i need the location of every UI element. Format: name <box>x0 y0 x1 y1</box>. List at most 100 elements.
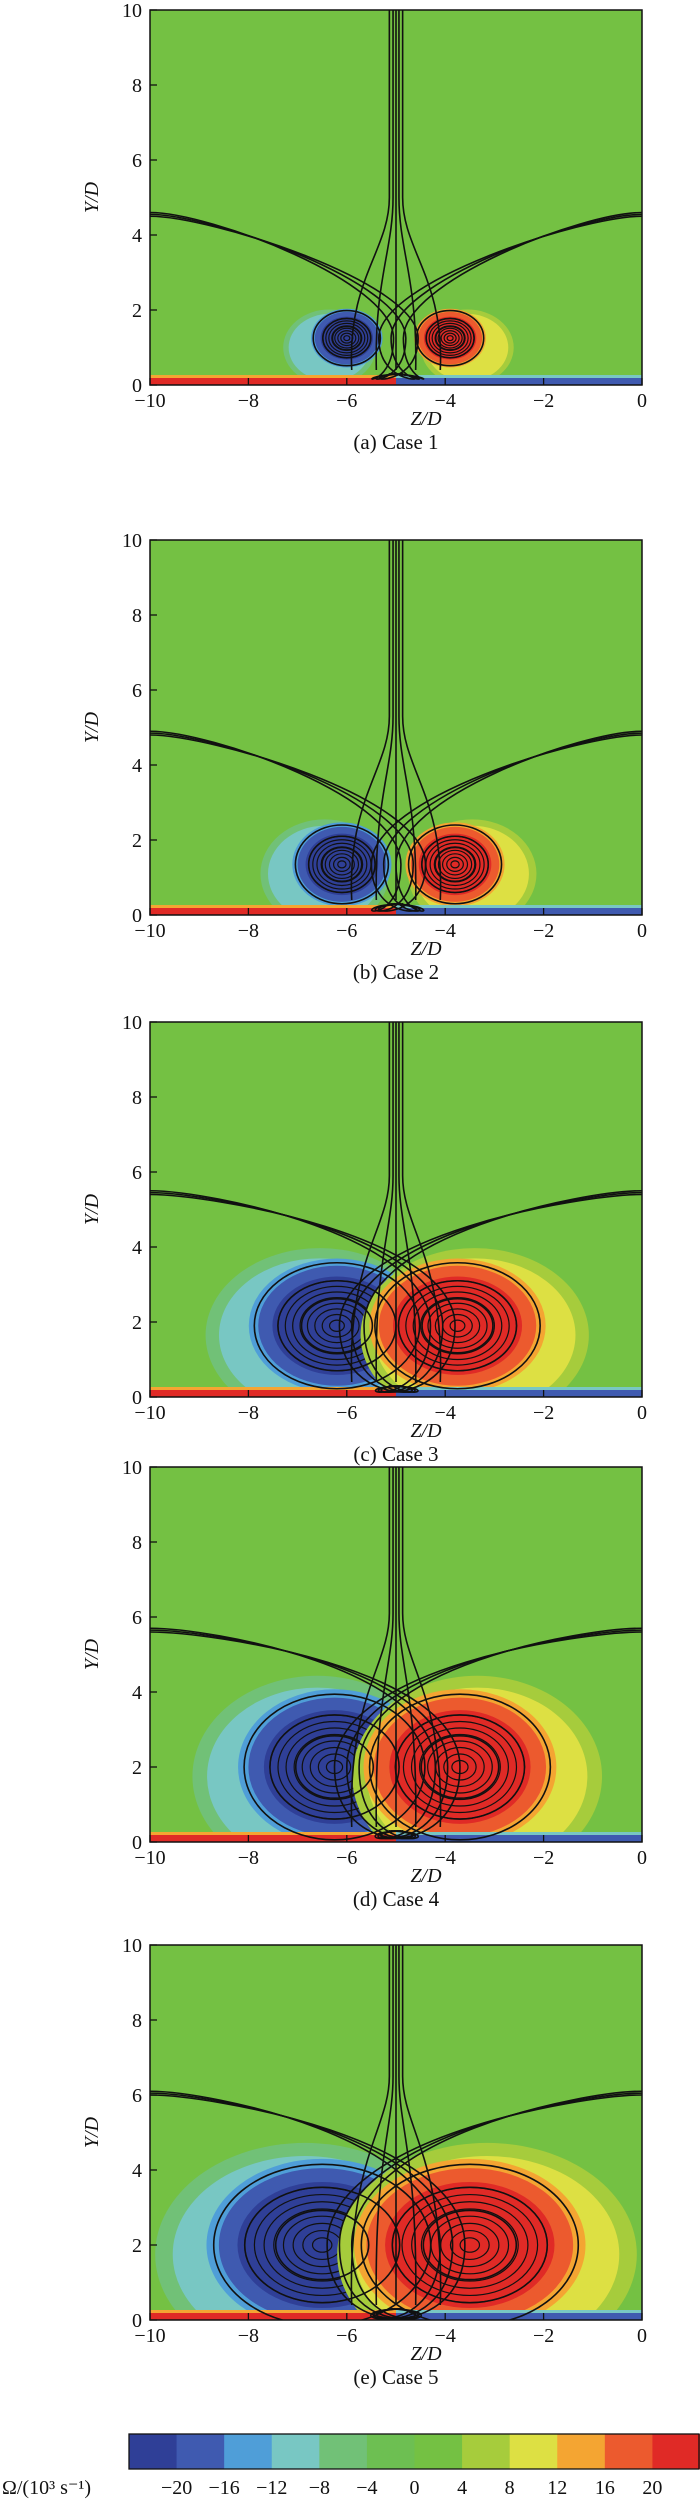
y-tick-label: 2 <box>132 2235 142 2257</box>
streamline-loop <box>397 1279 518 1372</box>
y-tick-label: 6 <box>132 1607 142 1629</box>
streamline-outer <box>150 732 415 912</box>
streamlines <box>150 10 642 380</box>
wall-layer-left <box>150 1835 396 1842</box>
y-tick-label: 8 <box>132 2010 142 2032</box>
y-axis-label: Y/D <box>81 2116 103 2148</box>
y-tick-label: 6 <box>132 1162 142 1184</box>
streamlines <box>150 1945 642 2320</box>
streamline-loop <box>253 1261 421 1390</box>
streamline-loop <box>300 1297 374 1354</box>
colorbar-swatch <box>414 2434 463 2469</box>
plot-frame <box>149 1944 643 2321</box>
streamline-loop <box>212 2163 432 2320</box>
streamline-loop <box>269 1714 400 1820</box>
wall-layer-left-edge <box>150 1832 396 1835</box>
streamline-outer <box>150 1631 461 1840</box>
x-tick-label: 0 <box>637 920 647 942</box>
wall-layer-right <box>396 908 642 915</box>
streamline-loop <box>434 846 476 883</box>
colorbar-tick-label: −20 <box>161 2477 192 2499</box>
panel-caption: (e) Case 5 <box>353 2365 438 2389</box>
wall-layer-right <box>396 1835 642 1842</box>
streamline-outer <box>370 734 642 912</box>
streamline-outer <box>150 213 407 380</box>
colorbar: −20 −16 −12 −8 −4 0 4 8 12 16 20 Ω/(10³ s⁻¹) <box>2 2433 700 2499</box>
colorbar-tick-label: −8 <box>309 2477 330 2499</box>
panel-1: −10 −8 −6 −4 −2 0 0 2 4 6 8 10 Z/D Y/D (a) Case 1 <box>81 0 647 454</box>
x-tick-label: −6 <box>336 2325 357 2347</box>
x-tick-label: −10 <box>134 390 165 412</box>
y-tick-label: 2 <box>132 1312 142 1334</box>
colorbar-tick-label: 16 <box>595 2477 615 2499</box>
x-tick-label: −4 <box>435 920 456 942</box>
streamline-jet <box>398 1022 417 1383</box>
wall-layer-right-edge <box>396 1387 642 1390</box>
colorbar-swatch <box>652 2434 700 2469</box>
streamline-outer <box>150 1627 437 1840</box>
plot-frame <box>149 1021 643 1398</box>
streamlines <box>150 1467 642 1841</box>
streamline-loop <box>368 1693 552 1841</box>
streamline-jet <box>401 10 442 371</box>
streamline-loop <box>294 1734 375 1800</box>
y-tick-label: 4 <box>132 1682 142 1704</box>
colorbar-swatch <box>509 2434 558 2469</box>
y-tick-label: 4 <box>132 2160 142 2182</box>
colorbar-tick-label: −12 <box>256 2477 287 2499</box>
y-tick-label: 6 <box>132 2085 142 2107</box>
x-axis-label: Z/D <box>410 408 442 430</box>
x-tick-label: −8 <box>238 920 259 942</box>
colorbar-tick-label: 8 <box>505 2477 515 2499</box>
x-tick-label: −4 <box>435 2325 456 2347</box>
y-tick-label: 10 <box>122 1457 142 1479</box>
wall-layer-right-edge <box>396 1832 642 1835</box>
y-tick-label: 10 <box>122 0 142 22</box>
vortex-2-contour-20 <box>385 2181 555 2309</box>
x-tick-label: −2 <box>533 2325 554 2347</box>
streamline-loop <box>422 2209 518 2281</box>
streamline-outer <box>338 1193 642 1393</box>
streamline-outer <box>382 732 642 912</box>
streamline-outer <box>390 213 642 380</box>
panel-caption: (c) Case 3 <box>353 1442 438 1466</box>
colorbar-swatch <box>366 2434 415 2469</box>
wall-layer-right-edge <box>396 375 642 378</box>
panel-2: −10 −8 −6 −4 −2 0 0 2 4 6 8 10 Z/D Y/D (b) Case 2 <box>81 530 647 984</box>
wall-layer-right-edge <box>396 2310 642 2313</box>
streamline-outer <box>150 2092 454 2320</box>
streamline-loop <box>391 2186 549 2304</box>
colorbar-label: Ω/(10³ s⁻¹) <box>2 2477 91 2499</box>
colorbar-tick-label: 0 <box>410 2477 420 2499</box>
streamline-loop <box>243 1693 426 1841</box>
colorbar-tick-label: 12 <box>547 2477 567 2499</box>
streamline-jet <box>401 540 442 901</box>
vortex-1-contour-20 <box>305 833 379 896</box>
y-tick-label: 10 <box>122 1935 142 1957</box>
colorbar-swatch <box>319 2434 368 2469</box>
wall-layer-left <box>150 378 396 385</box>
y-axis-label: Y/D <box>81 181 103 213</box>
streamlines <box>150 1022 642 1393</box>
x-tick-label: −4 <box>435 390 456 412</box>
streamline-jet <box>350 1022 391 1383</box>
wall-layer-right <box>396 378 642 385</box>
colorbar-swatch <box>462 2434 511 2469</box>
streamline-outer <box>326 2094 642 2320</box>
colorbar-swatch <box>224 2434 273 2469</box>
streamline-outer <box>150 1193 456 1393</box>
streamline-loop <box>434 325 466 351</box>
x-tick-label: −10 <box>134 1402 165 1424</box>
streamline-loop <box>294 824 390 905</box>
colorbar-swatch <box>129 2434 178 2469</box>
x-tick-label: −4 <box>435 1847 456 1869</box>
streamline-outer <box>150 1629 449 1840</box>
streamline-jet <box>350 540 391 901</box>
y-tick-label: 0 <box>132 375 142 397</box>
x-tick-label: −2 <box>533 920 554 942</box>
streamline-loop <box>322 317 372 359</box>
y-tick-label: 0 <box>132 1832 142 1854</box>
panel-4: −10 −8 −6 −4 −2 0 0 2 4 6 8 10 Z/D Y/D (d) Case 4 <box>81 1457 647 1911</box>
streamline-loop <box>331 325 362 351</box>
